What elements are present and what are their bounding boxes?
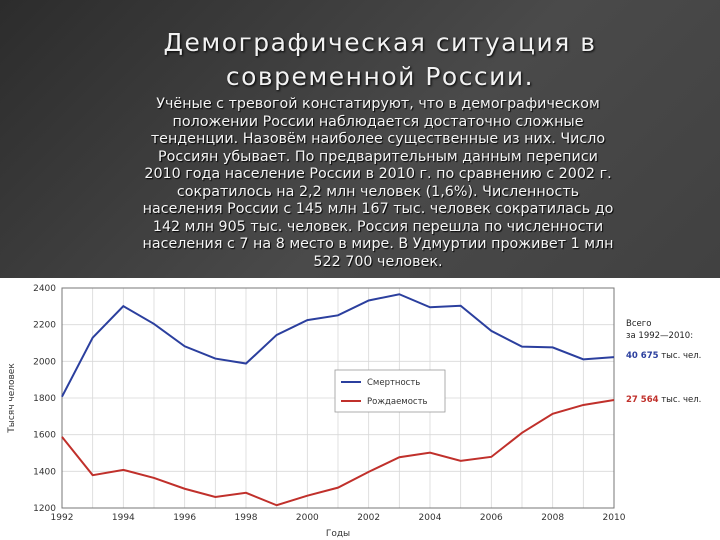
body-text-line: тенденции. Назовём наиболее существенные…: [150, 131, 606, 147]
slide-title-line-2: современной России.: [225, 62, 535, 91]
slide-body-text: Учёные с тревогой констатируют, что в де…: [58, 96, 698, 271]
body-text-line: 142 млн 905 тыс. человек. Россия перешла…: [152, 218, 604, 235]
body-text-line: 2010 года население России в 2010 г. по …: [144, 166, 612, 182]
x-tick-label: 2004: [419, 513, 442, 523]
chart-panel: 1200 1400 1600 1800 2000 2200 2400 1992 1994 1996…: [0, 278, 720, 540]
y-tick-label: 2400: [33, 284, 56, 294]
side-note-deaths: 40 675 тыс. чел.: [626, 351, 701, 361]
y-tick-label: 1400: [33, 467, 56, 477]
plot-area-border: [61, 287, 615, 509]
series-line-deaths: [61, 293, 615, 398]
side-note-period: за 1992—2010:: [626, 331, 693, 341]
body-text-line: населения России с 145 млн 167 тыс. чело…: [142, 201, 614, 217]
x-tick-label: 1996: [173, 513, 196, 523]
x-tick-label: 2006: [480, 513, 503, 523]
y-tick-label: 1200: [33, 504, 56, 514]
y-tick-label: 2200: [33, 321, 56, 331]
demographic-line-chart: 1200 1400 1600 1800 2000 2200 2400 1992 1994 1996…: [7, 284, 701, 539]
slide-title-line-1: Демографическая ситуация в: [163, 28, 597, 57]
y-axis-label: Тысяч человек: [7, 363, 17, 434]
x-tick-label: 1998: [235, 513, 258, 523]
legend-box: [334, 369, 446, 413]
x-tick-label: 2010: [603, 513, 626, 523]
deaths-total-value: 40 675: [626, 351, 659, 361]
x-tick-label: 2000: [296, 513, 319, 523]
x-axis-label: Годы: [326, 529, 350, 539]
side-note-births: 27 564 тыс. чел.: [626, 395, 701, 405]
series-line-births: [61, 399, 615, 507]
x-tick-label: 2002: [357, 513, 380, 523]
body-text-line: положении России наблюдается достаточно …: [172, 113, 584, 130]
y-tick-label: 1600: [33, 431, 56, 441]
legend-label: Рождаемость: [367, 397, 428, 407]
deaths-total-unit: тыс. чел.: [659, 351, 702, 361]
x-tick-label: 2008: [541, 513, 564, 523]
x-tick-label: 1994: [112, 513, 135, 523]
body-text-line: Россиян убывает. По предварительным данн…: [158, 148, 598, 165]
body-text-line: населения с 7 на 8 место в мире. В Удмур…: [142, 236, 614, 252]
births-total-unit: тыс. чел.: [659, 395, 702, 405]
x-tick-label: 1992: [51, 513, 74, 523]
body-text-line: 522 700 человек.: [313, 253, 443, 270]
side-note-total: Всего: [626, 319, 651, 329]
births-total-value: 27 564: [626, 395, 659, 405]
y-tick-label: 2000: [33, 357, 56, 367]
legend-label: Смертность: [367, 378, 420, 388]
body-text-line: сократилось на 2,2 млн человек (1,6%). Ч…: [176, 183, 580, 200]
body-text-line: Учёные с тревогой констатируют, что в де…: [156, 96, 600, 112]
y-tick-label: 1800: [33, 394, 56, 404]
